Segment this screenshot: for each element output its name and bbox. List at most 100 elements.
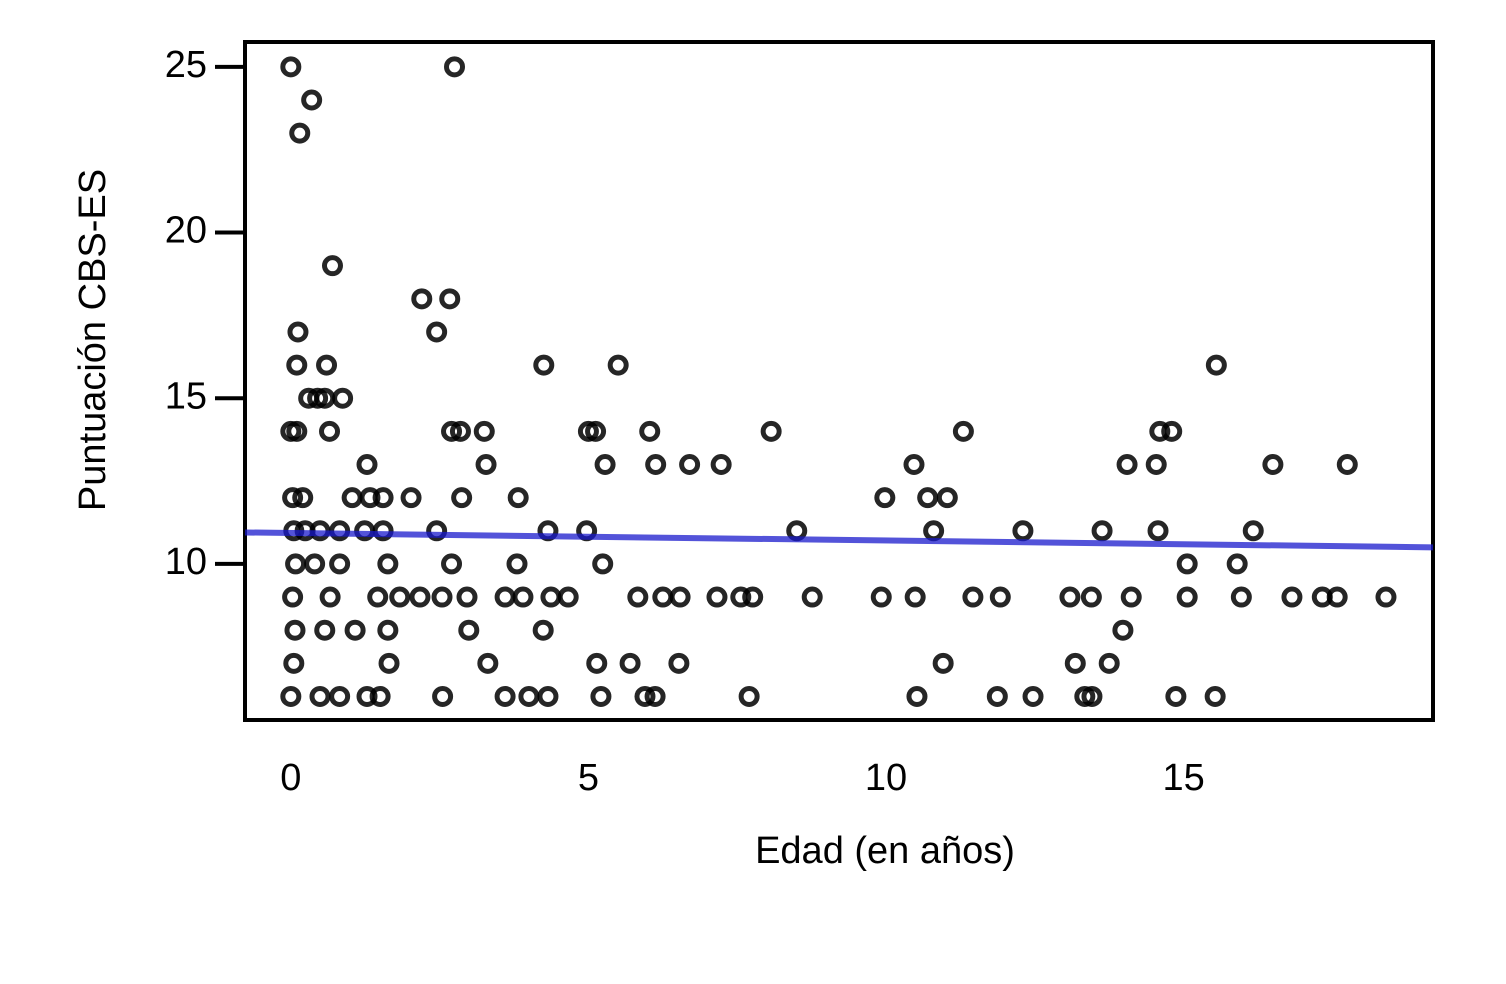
data-point bbox=[286, 420, 308, 442]
data-point bbox=[1112, 619, 1134, 641]
data-point bbox=[494, 586, 516, 608]
data-point bbox=[668, 652, 690, 674]
data-point bbox=[1074, 685, 1096, 707]
data-point bbox=[377, 553, 399, 575]
data-point bbox=[289, 122, 311, 144]
data-point bbox=[319, 586, 341, 608]
data-point bbox=[372, 487, 394, 509]
data-point bbox=[280, 685, 302, 707]
data-point bbox=[400, 487, 422, 509]
data-point bbox=[1091, 520, 1113, 542]
data-point bbox=[874, 487, 896, 509]
data-point bbox=[1176, 553, 1198, 575]
data-point bbox=[329, 685, 351, 707]
data-point bbox=[431, 586, 453, 608]
data-point bbox=[304, 553, 326, 575]
x-tick-label: 0 bbox=[280, 757, 301, 799]
y-tick-label: 10 bbox=[165, 541, 207, 583]
data-point bbox=[372, 520, 394, 542]
data-point bbox=[540, 586, 562, 608]
data-point bbox=[1080, 586, 1102, 608]
data-point bbox=[619, 652, 641, 674]
data-point bbox=[332, 387, 354, 409]
data-point bbox=[307, 387, 329, 409]
data-point bbox=[512, 586, 534, 608]
data-point bbox=[577, 420, 599, 442]
data-point bbox=[1242, 520, 1264, 542]
data-point bbox=[1098, 652, 1120, 674]
data-point bbox=[870, 586, 892, 608]
data-point bbox=[607, 354, 629, 376]
data-point bbox=[923, 520, 945, 542]
data-point bbox=[441, 420, 463, 442]
data-point bbox=[962, 586, 984, 608]
data-point bbox=[458, 619, 480, 641]
data-point bbox=[507, 487, 529, 509]
data-point bbox=[283, 652, 305, 674]
data-point bbox=[411, 288, 433, 310]
data-point bbox=[287, 321, 309, 343]
data-point bbox=[451, 487, 473, 509]
data-point bbox=[475, 454, 497, 476]
data-point bbox=[1161, 420, 1183, 442]
data-point bbox=[537, 685, 559, 707]
data-point bbox=[329, 553, 351, 575]
data-point bbox=[669, 586, 691, 608]
data-point bbox=[952, 420, 974, 442]
data-point bbox=[1176, 586, 1198, 608]
data-point bbox=[532, 619, 554, 641]
data-point bbox=[1204, 685, 1226, 707]
data-point bbox=[282, 487, 304, 509]
data-point bbox=[801, 586, 823, 608]
data-point bbox=[1145, 454, 1167, 476]
y-axis-title: Puntuación CBS-ES bbox=[72, 169, 114, 511]
data-point bbox=[760, 420, 782, 442]
data-point bbox=[377, 619, 399, 641]
data-point bbox=[1081, 685, 1103, 707]
data-point bbox=[518, 685, 540, 707]
data-point bbox=[473, 420, 495, 442]
data-point bbox=[319, 420, 341, 442]
data-point bbox=[426, 520, 448, 542]
data-point bbox=[936, 487, 958, 509]
data-point bbox=[533, 354, 555, 376]
data-point bbox=[1281, 586, 1303, 608]
data-point bbox=[1116, 454, 1138, 476]
data-point bbox=[409, 586, 431, 608]
data-point bbox=[477, 652, 499, 674]
data-point bbox=[1059, 586, 1081, 608]
data-point bbox=[292, 487, 314, 509]
data-point bbox=[444, 56, 466, 78]
data-point bbox=[903, 454, 925, 476]
data-point bbox=[710, 454, 732, 476]
data-point bbox=[906, 685, 928, 707]
data-point bbox=[344, 619, 366, 641]
data-point bbox=[742, 586, 764, 608]
data-point bbox=[679, 454, 701, 476]
data-point bbox=[585, 420, 607, 442]
data-point bbox=[594, 454, 616, 476]
data-point bbox=[557, 586, 579, 608]
data-point bbox=[592, 553, 614, 575]
data-point bbox=[282, 586, 304, 608]
data-point bbox=[738, 685, 760, 707]
y-tick-label: 25 bbox=[165, 44, 207, 86]
data-point bbox=[1336, 454, 1358, 476]
data-point bbox=[359, 487, 381, 509]
data-point bbox=[432, 685, 454, 707]
data-point bbox=[356, 454, 378, 476]
data-point bbox=[989, 586, 1011, 608]
data-point bbox=[1205, 354, 1227, 376]
data-point bbox=[1147, 520, 1169, 542]
data-point bbox=[494, 685, 516, 707]
data-point bbox=[1149, 420, 1171, 442]
data-point bbox=[645, 454, 667, 476]
data-point bbox=[321, 255, 343, 277]
data-point bbox=[285, 553, 307, 575]
data-point bbox=[1230, 586, 1252, 608]
data-point bbox=[932, 652, 954, 674]
data-point bbox=[456, 586, 478, 608]
trend-line bbox=[244, 529, 1434, 551]
data-point bbox=[1022, 685, 1044, 707]
